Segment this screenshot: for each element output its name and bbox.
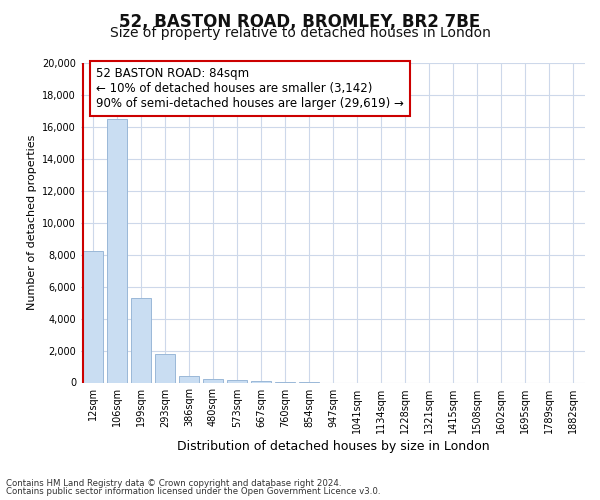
Bar	[251, 381, 271, 382]
Bar	[107, 118, 127, 382]
Text: Contains public sector information licensed under the Open Government Licence v3: Contains public sector information licen…	[6, 487, 380, 496]
Y-axis label: Number of detached properties: Number of detached properties	[27, 135, 37, 310]
Text: Contains HM Land Registry data © Crown copyright and database right 2024.: Contains HM Land Registry data © Crown c…	[6, 478, 341, 488]
Bar	[179, 376, 199, 382]
Text: 52 BASTON ROAD: 84sqm
← 10% of detached houses are smaller (3,142)
90% of semi-d: 52 BASTON ROAD: 84sqm ← 10% of detached …	[96, 68, 404, 110]
Text: Size of property relative to detached houses in London: Size of property relative to detached ho…	[110, 26, 490, 40]
Bar	[131, 298, 151, 382]
Bar	[83, 252, 103, 382]
Bar	[155, 354, 175, 382]
Bar	[227, 380, 247, 382]
Bar	[203, 380, 223, 382]
Text: 52, BASTON ROAD, BROMLEY, BR2 7BE: 52, BASTON ROAD, BROMLEY, BR2 7BE	[119, 12, 481, 30]
X-axis label: Distribution of detached houses by size in London: Distribution of detached houses by size …	[176, 440, 490, 453]
